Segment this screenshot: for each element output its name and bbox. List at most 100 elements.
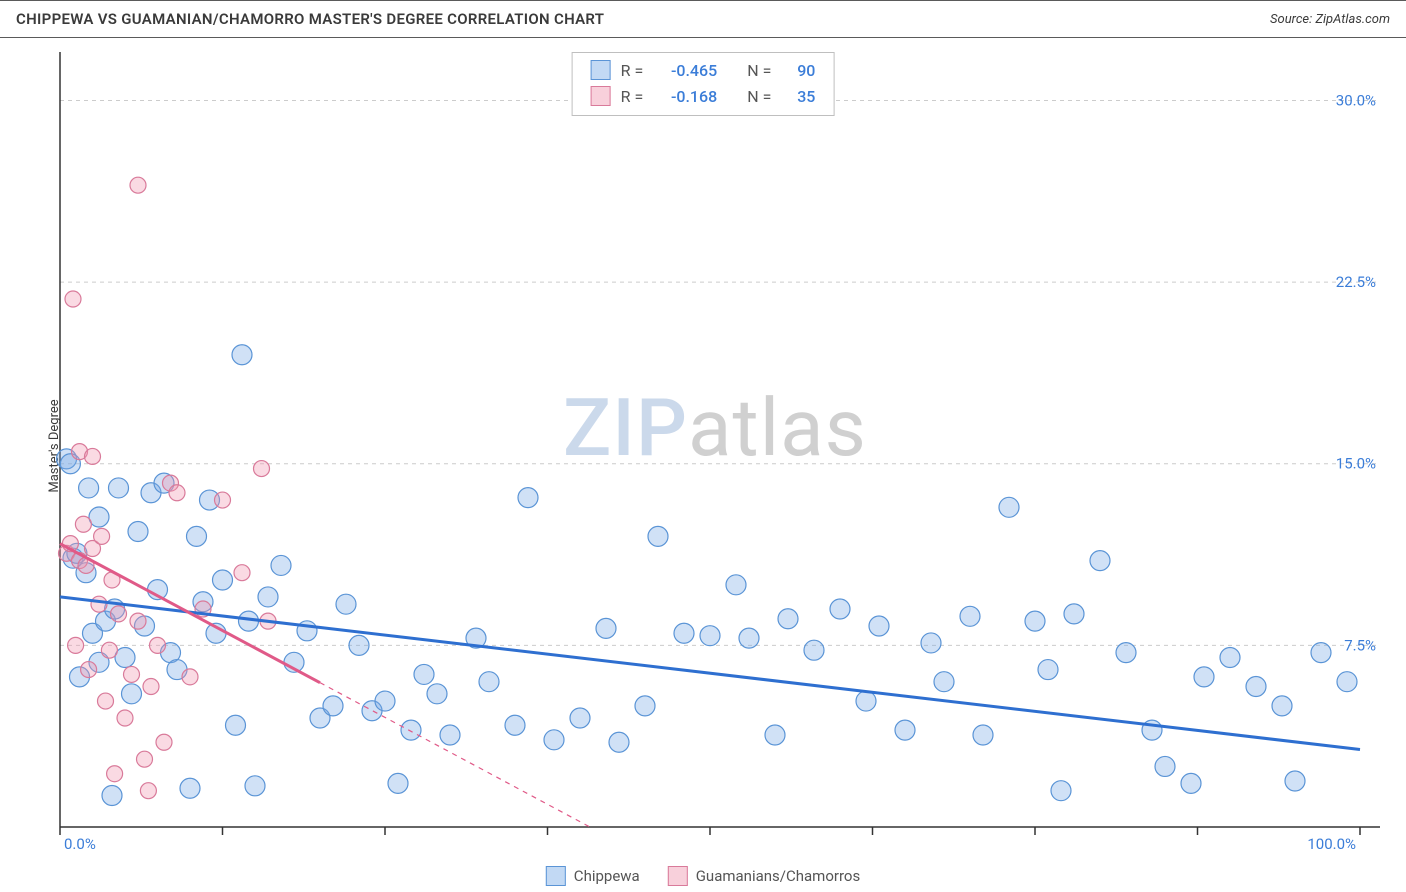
scatter-point [1038, 660, 1058, 680]
scatter-point [111, 606, 127, 622]
scatter-point [414, 664, 434, 684]
scatter-point [245, 776, 265, 796]
legend-label: Guamanians/Chamorros [696, 867, 860, 885]
scatter-point [213, 570, 233, 590]
scatter-point [81, 662, 97, 678]
n-label: N = [747, 61, 771, 80]
n-label: N = [747, 87, 771, 106]
scatter-point [648, 526, 668, 546]
scatter-point [544, 730, 564, 750]
scatter-point [1116, 643, 1136, 663]
scatter-point [830, 599, 850, 619]
scatter-point [109, 478, 129, 498]
scatter-point [1194, 667, 1214, 687]
legend-item: Chippewa [546, 866, 640, 886]
scatter-point [68, 637, 84, 653]
scatter-point [349, 635, 369, 655]
scatter-point [101, 642, 117, 658]
source-label: Source: [1270, 12, 1315, 27]
scatter-point [778, 609, 798, 629]
scatter-point [375, 691, 395, 711]
scatter-point [1337, 672, 1357, 692]
scatter-point [1051, 781, 1071, 801]
scatter-point [765, 725, 785, 745]
scatter-point [94, 528, 110, 544]
scatter-point [122, 684, 142, 704]
scatter-point [215, 492, 231, 508]
scatter-point [1181, 773, 1201, 793]
trend-line-extrapolated [320, 683, 590, 827]
scatter-point [804, 640, 824, 660]
scatter-point [226, 715, 246, 735]
scatter-point [1025, 611, 1045, 631]
scatter-point [169, 485, 185, 501]
scatter-point [401, 720, 421, 740]
scatter-point [130, 613, 146, 629]
scatter-point [187, 526, 207, 546]
y-tick-label: 22.5% [1336, 273, 1376, 291]
source-value: ZipAtlas.com [1315, 12, 1390, 27]
scatter-point [128, 522, 148, 542]
x-tick-label: 0.0% [64, 835, 96, 853]
scatter-point [91, 596, 107, 612]
scatter-point [232, 345, 252, 365]
n-value: 90 [781, 61, 815, 80]
scatter-point [180, 778, 200, 798]
scatter-point [156, 734, 172, 750]
scatter-point [427, 684, 447, 704]
scatter-point [635, 696, 655, 716]
scatter-point [440, 725, 460, 745]
scatter-point [102, 786, 122, 806]
scatter-point [1220, 647, 1240, 667]
scatter-point [570, 708, 590, 728]
scatter-point [234, 565, 250, 581]
scatter-point [254, 461, 270, 477]
x-tick-label: 100.0% [1307, 835, 1356, 853]
series-swatch [591, 60, 611, 80]
legend: Chippewa Guamanians/Chamorros [546, 866, 860, 886]
scatter-point [739, 628, 759, 648]
scatter-point [479, 672, 499, 692]
scatter-point [518, 488, 538, 508]
chart-title: CHIPPEWA VS GUAMANIAN/CHAMORRO MASTER'S … [16, 10, 604, 28]
scatter-point [79, 478, 99, 498]
scatter-point [336, 594, 356, 614]
scatter-point [934, 672, 954, 692]
scatter-point [98, 693, 114, 709]
scatter-point [999, 497, 1019, 517]
y-tick-label: 30.0% [1336, 91, 1376, 109]
y-tick-label: 15.0% [1336, 455, 1376, 473]
scatter-point [1272, 696, 1292, 716]
y-tick-label: 7.5% [1344, 636, 1376, 654]
r-value: -0.465 [653, 61, 717, 80]
r-value: -0.168 [653, 87, 717, 106]
scatter-point [143, 679, 159, 695]
scatter-point [596, 618, 616, 638]
scatter-point [1155, 756, 1175, 776]
scatter-point [1285, 771, 1305, 791]
scatter-point [1064, 604, 1084, 624]
n-value: 35 [781, 87, 815, 106]
scatter-point [609, 732, 629, 752]
scatter-point [258, 587, 278, 607]
legend-item: Guamanians/Chamorros [668, 866, 860, 886]
scatter-point [856, 691, 876, 711]
scatter-point [150, 637, 166, 653]
scatter-point [182, 669, 198, 685]
series-swatch [591, 86, 611, 106]
trend-line [60, 597, 1360, 750]
scatter-point [960, 606, 980, 626]
scatter-point [388, 773, 408, 793]
scatter-point [674, 623, 694, 643]
correlation-stats-box: R =-0.465N =90R =-0.168N =35 [572, 52, 835, 116]
scatter-point [921, 633, 941, 653]
scatter-point [85, 448, 101, 464]
scatter-point [726, 575, 746, 595]
corr-row: R =-0.168N =35 [591, 83, 816, 109]
scatter-point [124, 666, 140, 682]
legend-swatch [546, 866, 566, 886]
scatter-point [973, 725, 993, 745]
scatter-point [89, 507, 109, 527]
legend-swatch [668, 866, 688, 886]
scatter-point [1246, 677, 1266, 697]
